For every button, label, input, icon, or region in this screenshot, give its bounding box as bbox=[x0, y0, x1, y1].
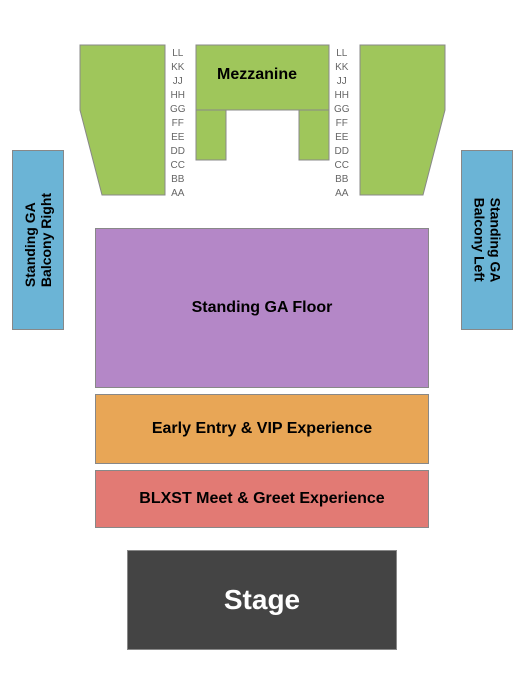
mezz-right-wing bbox=[360, 45, 445, 195]
balcony-right-section[interactable]: Standing GA Balcony Right bbox=[12, 150, 64, 330]
ga-floor-section[interactable]: Standing GA Floor bbox=[95, 228, 429, 388]
mezz-center-left bbox=[196, 110, 226, 160]
early-entry-section[interactable]: Early Entry & VIP Experience bbox=[95, 394, 429, 464]
balcony-left-label: Standing GA Balcony Left bbox=[471, 198, 503, 283]
mezzanine-label: Mezzanine bbox=[217, 66, 297, 84]
mezz-left-wing bbox=[80, 45, 165, 195]
stage-label: Stage bbox=[224, 584, 300, 616]
early-entry-label: Early Entry & VIP Experience bbox=[152, 420, 372, 438]
mezz-center-right bbox=[299, 110, 329, 160]
mezz-row-labels-left: LLKKJJHHGGFFEEDDCCBBAA bbox=[170, 47, 186, 201]
balcony-left-section[interactable]: Standing GA Balcony Left bbox=[461, 150, 513, 330]
seating-chart: Mezzanine LLKKJJHHGGFFEEDDCCBBAA LLKKJJH… bbox=[0, 0, 525, 676]
stage-section: Stage bbox=[127, 550, 397, 650]
mezzanine-section[interactable] bbox=[0, 0, 525, 220]
mezz-row-labels-right: LLKKJJHHGGFFEEDDCCBBAA bbox=[334, 47, 350, 201]
ga-floor-label: Standing GA Floor bbox=[192, 299, 333, 317]
meet-greet-section[interactable]: BLXST Meet & Greet Experience bbox=[95, 470, 429, 528]
balcony-right-label: Standing GA Balcony Right bbox=[22, 193, 54, 287]
meet-greet-label: BLXST Meet & Greet Experience bbox=[139, 490, 384, 508]
